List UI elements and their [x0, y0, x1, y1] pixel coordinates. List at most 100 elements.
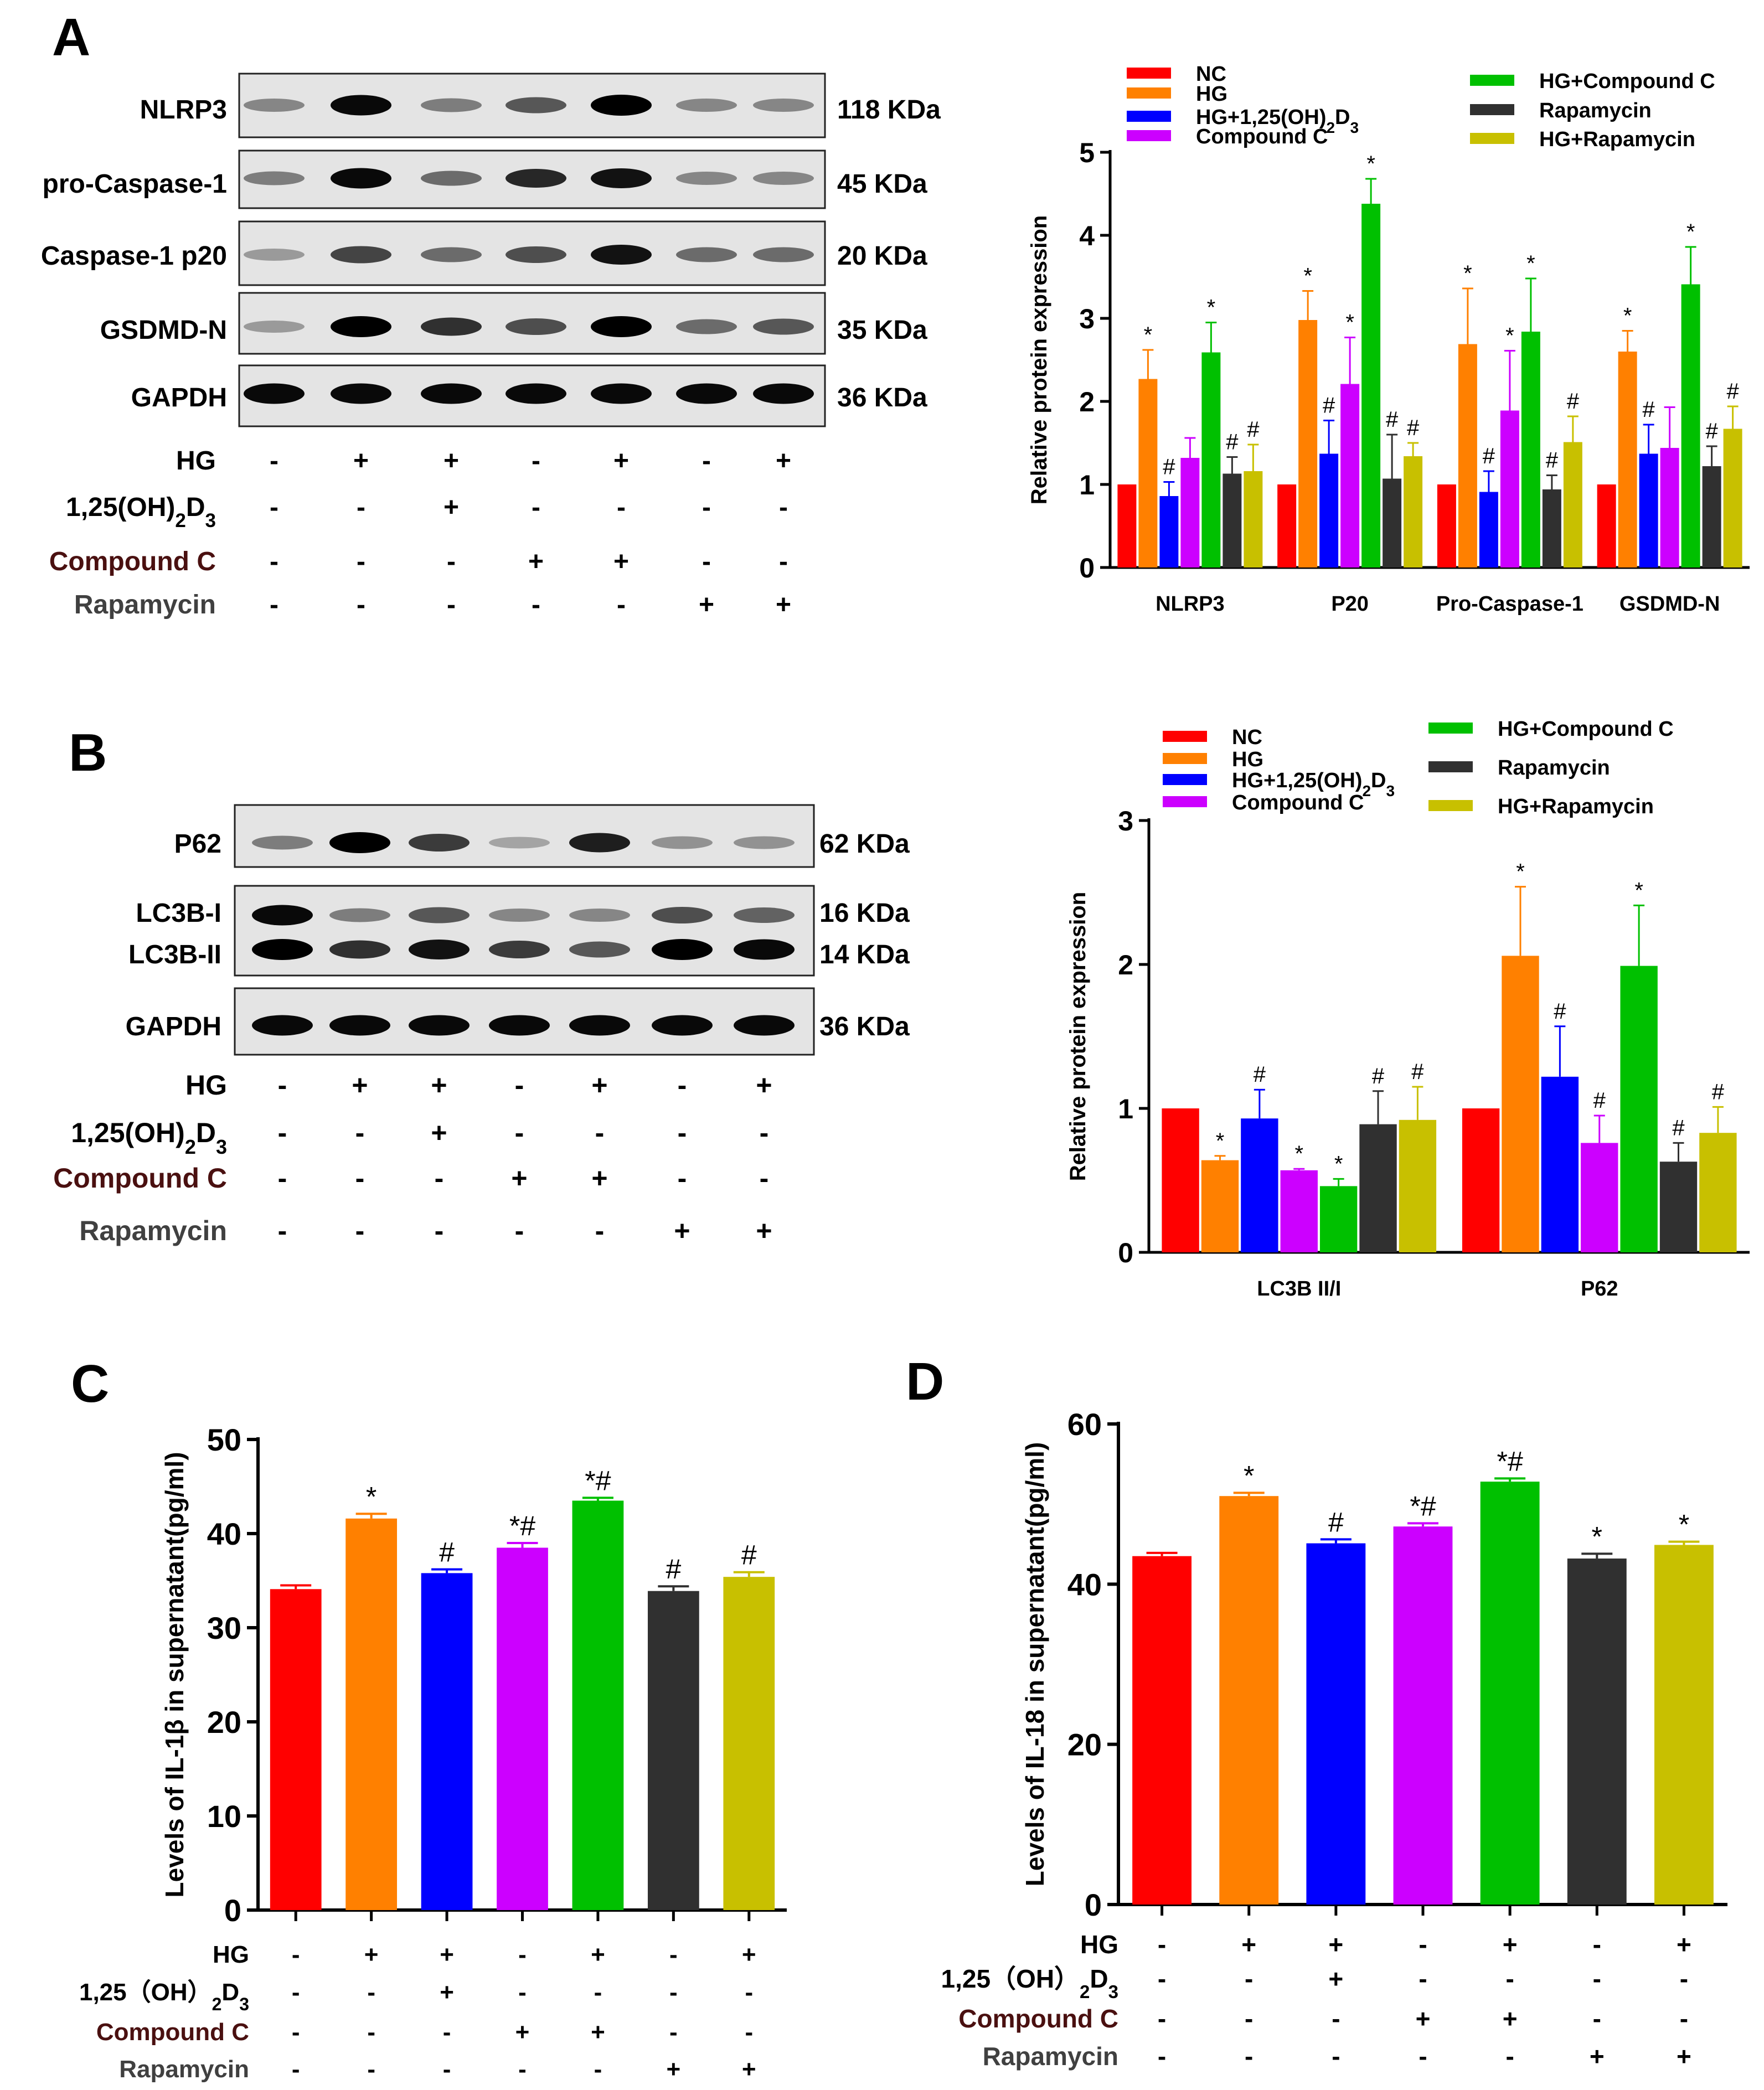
- significance-mark: #: [1372, 1064, 1385, 1088]
- blot-band: [569, 941, 630, 958]
- treatment-sign: +: [528, 547, 544, 576]
- treatment-sign: +: [1328, 1930, 1343, 1959]
- significance-mark: #: [1247, 417, 1260, 442]
- significance-mark: *: [1366, 152, 1375, 176]
- treatment-sign: -: [443, 2019, 451, 2046]
- protein-label: P62: [174, 829, 221, 859]
- treatment-sign: -: [669, 2019, 678, 2046]
- legend-label: HG: [1196, 82, 1227, 106]
- blot-band: [652, 1015, 713, 1036]
- bar: [1319, 453, 1339, 567]
- blot-band: [252, 835, 313, 850]
- bar: [1138, 379, 1158, 567]
- blot-band: [244, 249, 305, 261]
- treatment-sign: -: [355, 1215, 365, 1246]
- significance-mark: *: [1345, 311, 1354, 335]
- text-part: D: [196, 1117, 216, 1148]
- bar: [1502, 956, 1539, 1252]
- treatment-sign: -: [1680, 1964, 1688, 1993]
- blot-band: [569, 833, 630, 853]
- blot-band: [329, 832, 390, 853]
- legend-swatch: [1470, 75, 1514, 86]
- significance-mark: *: [1144, 323, 1153, 347]
- significance-mark: *#: [585, 1465, 611, 1496]
- treatment-label: 1,25（OH）2D3: [941, 1964, 1118, 2002]
- kda-label: 45 KDa: [837, 169, 927, 199]
- treatment-sign: +: [667, 2056, 681, 2083]
- bar: [1223, 473, 1242, 567]
- legend-swatch: [1163, 796, 1207, 807]
- blot-band: [409, 834, 470, 852]
- kda-label: 20 KDa: [837, 241, 927, 271]
- significance-mark: *#: [1497, 1446, 1523, 1477]
- treatment-sign: -: [1419, 2042, 1427, 2071]
- legend-label: HG+Compound C: [1498, 718, 1674, 741]
- protein-label: GSDMD-N: [100, 316, 227, 345]
- blot-band: [734, 836, 795, 849]
- blot-band: [489, 837, 550, 849]
- treatment-label: HG: [176, 446, 216, 476]
- treatment-sign: -: [1593, 1930, 1601, 1959]
- treatment-sign: -: [447, 590, 456, 620]
- treatment-sign: -: [443, 2056, 451, 2083]
- treatment-sign: +: [352, 1070, 368, 1101]
- treatment-sign: -: [278, 1215, 287, 1246]
- treatment-sign: -: [1419, 1930, 1427, 1959]
- subscript: 3: [1108, 1981, 1118, 2002]
- blot-band: [652, 907, 713, 923]
- treatment-sign: +: [742, 2056, 756, 2083]
- legend-swatch: [1470, 133, 1514, 144]
- bar: [1241, 1118, 1278, 1252]
- treatment-sign: +: [353, 446, 369, 476]
- bar: [1393, 1526, 1453, 1905]
- blot-band: [329, 940, 390, 959]
- subscript: 3: [239, 1994, 249, 2014]
- treatment-sign: -: [357, 547, 365, 576]
- blot-band: [753, 383, 814, 404]
- y-tick-label: 30: [207, 1611, 241, 1645]
- treatment-sign: +: [591, 2019, 605, 2046]
- panel-letter: B: [69, 723, 107, 782]
- bar: [1244, 471, 1263, 567]
- treatment-label: Rapamycin: [74, 590, 216, 620]
- treatment-sign: +: [440, 1941, 454, 1968]
- significance-mark: #: [666, 1554, 681, 1585]
- treatment-sign: -: [278, 1117, 287, 1148]
- treatment-sign: -: [745, 2019, 753, 2046]
- y-tick-label: 50: [207, 1422, 241, 1457]
- legend-label: HG+Rapamycin: [1498, 795, 1654, 818]
- blot-band: [753, 318, 814, 335]
- treatment-grid: HG - + + - + - +1,25(OH)2D3 - - + - - - - Compound C - - -…: [49, 446, 791, 620]
- treatment-label: 1,25（OH）2D3: [79, 1979, 249, 2014]
- bar: [1399, 1119, 1437, 1252]
- kda-label: 14 KDa: [819, 940, 910, 969]
- bar: [1699, 1133, 1737, 1252]
- blot-band: [244, 321, 305, 333]
- treatment-sign: -: [532, 590, 540, 620]
- bar: [1723, 429, 1742, 567]
- y-axis-title: Relative protein expression: [1027, 215, 1051, 504]
- treatment-sign: +: [742, 1941, 756, 1968]
- bar: [1500, 410, 1519, 567]
- kda-label: 36 KDa: [819, 1012, 910, 1041]
- treatment-sign: -: [357, 590, 365, 620]
- y-tick-label: 2: [1079, 386, 1095, 417]
- subscript: 2: [185, 1136, 196, 1158]
- significance-mark: *: [1207, 296, 1216, 320]
- blot-band: [421, 171, 482, 186]
- treatment-sign: -: [355, 1117, 365, 1148]
- significance-mark: #: [1567, 389, 1580, 414]
- treatment-sign: -: [292, 2056, 300, 2083]
- treatment-sign: -: [617, 590, 626, 620]
- significance-mark: *: [1634, 878, 1643, 902]
- text-part: 1,25(OH): [66, 493, 175, 522]
- treatment-sign: -: [518, 2056, 527, 2083]
- x-tick-label: Pro-Caspase-1: [1436, 592, 1584, 616]
- blot-band: [244, 171, 305, 185]
- treatment-sign: -: [367, 2056, 375, 2083]
- significance-mark: #: [1328, 1506, 1344, 1537]
- significance-mark: *: [1505, 324, 1514, 348]
- bar: [1618, 352, 1637, 567]
- kda-label: 36 KDa: [837, 383, 927, 412]
- bar: [1639, 453, 1658, 567]
